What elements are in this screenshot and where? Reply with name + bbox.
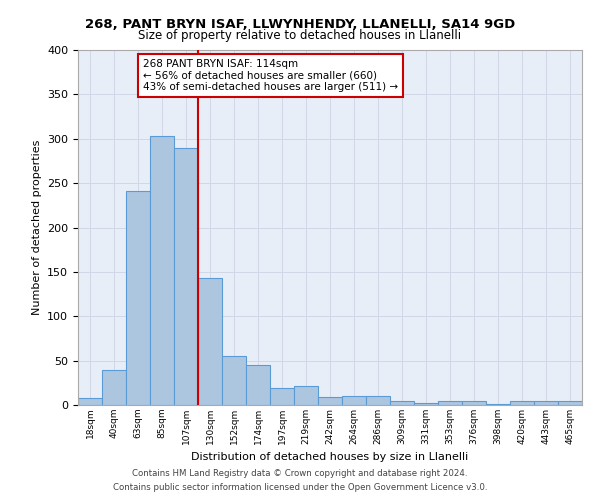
Bar	[414, 403, 438, 405]
Bar	[342, 396, 366, 405]
X-axis label: Distribution of detached houses by size in Llanelli: Distribution of detached houses by size …	[191, 452, 469, 462]
Bar	[126, 191, 150, 405]
Bar	[558, 400, 582, 405]
Bar	[534, 402, 558, 405]
Bar	[390, 400, 414, 405]
Bar	[270, 388, 294, 405]
Bar	[510, 402, 534, 405]
Text: 268, PANT BRYN ISAF, LLWYNHENDY, LLANELLI, SA14 9GD: 268, PANT BRYN ISAF, LLWYNHENDY, LLANELL…	[85, 18, 515, 30]
Y-axis label: Number of detached properties: Number of detached properties	[32, 140, 41, 315]
Bar	[150, 136, 174, 405]
Text: Size of property relative to detached houses in Llanelli: Size of property relative to detached ho…	[139, 29, 461, 42]
Bar	[366, 396, 390, 405]
Bar	[78, 398, 102, 405]
Bar	[222, 356, 246, 405]
Text: 268 PANT BRYN ISAF: 114sqm
← 56% of detached houses are smaller (660)
43% of sem: 268 PANT BRYN ISAF: 114sqm ← 56% of deta…	[143, 59, 398, 92]
Text: Contains HM Land Registry data © Crown copyright and database right 2024.: Contains HM Land Registry data © Crown c…	[132, 468, 468, 477]
Text: Contains public sector information licensed under the Open Government Licence v3: Contains public sector information licen…	[113, 484, 487, 492]
Bar	[486, 404, 510, 405]
Bar	[174, 148, 198, 405]
Bar	[102, 370, 126, 405]
Bar	[438, 402, 462, 405]
Bar	[294, 386, 318, 405]
Bar	[462, 402, 486, 405]
Bar	[246, 365, 270, 405]
Bar	[198, 278, 222, 405]
Bar	[318, 397, 342, 405]
